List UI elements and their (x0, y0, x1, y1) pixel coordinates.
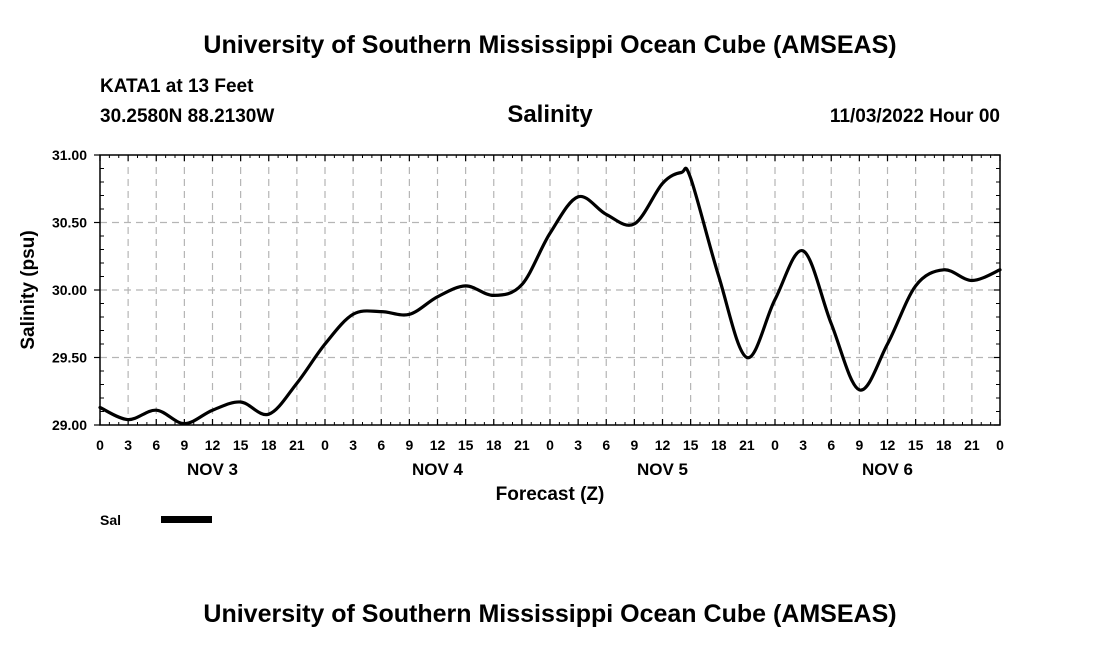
x-axis-label: Forecast (Z) (496, 484, 605, 505)
day-label: NOV 4 (412, 460, 464, 479)
x-tick-label: 0 (771, 437, 779, 453)
station-coordinates: 30.2580N 88.2130W (100, 106, 275, 127)
x-tick-label: 6 (827, 437, 835, 453)
y-tick-label: 29.50 (52, 350, 87, 366)
x-tick-label: 18 (486, 437, 502, 453)
x-tick-label: 6 (152, 437, 160, 453)
y-axis-label: Salinity (psu) (18, 230, 39, 349)
x-tick-label: 15 (458, 437, 474, 453)
x-tick-label: 15 (683, 437, 699, 453)
x-tick-label: 3 (349, 437, 357, 453)
chart-title-bottom: University of Southern Mississippi Ocean… (203, 600, 897, 628)
x-tick-label: 3 (574, 437, 582, 453)
x-tick-label: 12 (880, 437, 896, 453)
x-tick-label: 0 (321, 437, 329, 453)
x-tick-label: 21 (514, 437, 530, 453)
x-tick-label: 9 (180, 437, 188, 453)
day-label: NOV 6 (862, 460, 913, 479)
x-tick-label: 18 (936, 437, 952, 453)
day-label: NOV 3 (187, 460, 238, 479)
y-tick-labels: 29.00 29.50 30.00 30.50 31.00 (52, 147, 87, 433)
y-tick-label: 31.00 (52, 147, 87, 163)
day-label: NOV 5 (637, 460, 688, 479)
y-tick-label: 30.00 (52, 282, 87, 298)
x-tick-label: 9 (630, 437, 638, 453)
x-tick-label: 15 (908, 437, 924, 453)
x-tick-label: 0 (996, 437, 1004, 453)
x-tick-label: 0 (96, 437, 104, 453)
x-tick-label: 18 (261, 437, 277, 453)
x-tick-labels: 0 3 6 9 12 15 18 21 0 3 6 9 12 15 18 21 0 3 6 9 12 15 18 21 0 3 6 9… (96, 437, 1004, 453)
axis-ticks (94, 154, 1001, 426)
x-tick-label: 12 (205, 437, 221, 453)
chart-grid (100, 155, 1000, 425)
chart-title-top: University of Southern Mississippi Ocean… (203, 31, 897, 59)
station-label: KATA1 at 13 Feet (100, 76, 254, 97)
series-line-sal (98, 166, 1002, 426)
x-tick-label: 3 (124, 437, 132, 453)
x-tick-label: 21 (739, 437, 755, 453)
x-tick-label: 18 (711, 437, 727, 453)
chart-title: Salinity (507, 101, 593, 128)
x-tick-label: 21 (964, 437, 980, 453)
x-tick-label: 12 (655, 437, 671, 453)
x-tick-label: 9 (405, 437, 413, 453)
day-labels: NOV 3 NOV 4 NOV 5 NOV 6 (187, 460, 913, 479)
y-tick-label: 30.50 (52, 215, 87, 231)
x-tick-label: 12 (430, 437, 446, 453)
legend-label: Sal (100, 512, 121, 528)
x-tick-label: 21 (289, 437, 305, 453)
legend-swatch (161, 516, 212, 523)
y-tick-label: 29.00 (52, 417, 87, 433)
x-tick-label: 6 (377, 437, 385, 453)
forecast-datetime: 11/03/2022 Hour 00 (829, 106, 1000, 127)
x-tick-label: 9 (855, 437, 863, 453)
x-tick-label: 0 (546, 437, 554, 453)
x-tick-label: 6 (602, 437, 610, 453)
x-tick-label: 15 (233, 437, 249, 453)
x-tick-label: 3 (799, 437, 807, 453)
